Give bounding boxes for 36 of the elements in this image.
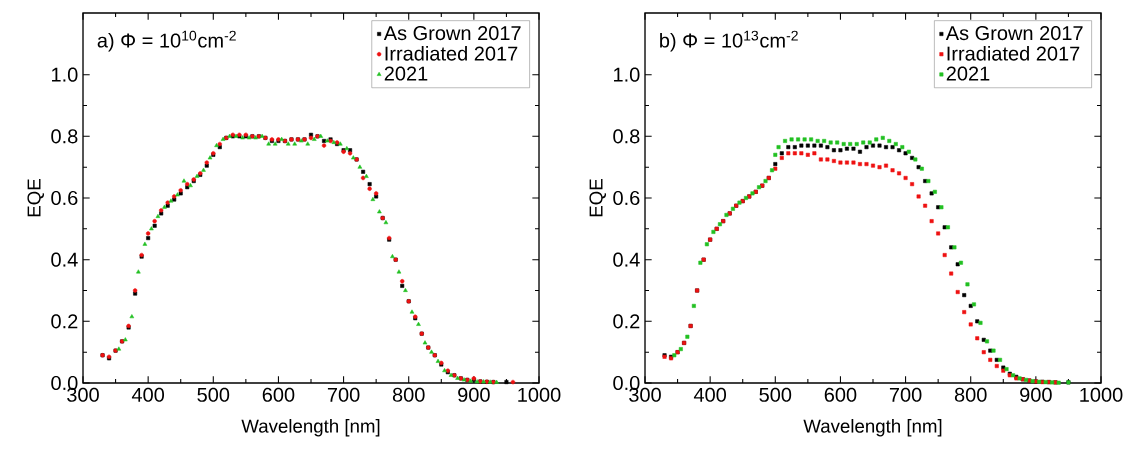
x-tick-label: 800 bbox=[392, 387, 425, 402]
y-tick-label: 0.2 bbox=[51, 314, 78, 329]
y-tick-label: 0.4 bbox=[51, 252, 78, 267]
legend-label: As Grown 2017 bbox=[945, 26, 1083, 41]
x-tick-label: 600 bbox=[262, 387, 295, 402]
x-tick-label: 1000 bbox=[1080, 387, 1123, 402]
x-tick-label: 800 bbox=[954, 387, 987, 402]
x-tick-label: 1000 bbox=[518, 387, 561, 402]
y-tick-label: 0.6 bbox=[51, 190, 78, 206]
x-tick-label: 400 bbox=[693, 387, 727, 402]
x-tick-label: 400 bbox=[131, 387, 165, 402]
y-tick-label: 0.2 bbox=[613, 314, 640, 329]
y-tick-label: 0.6 bbox=[613, 190, 640, 206]
x-tick-label: 500 bbox=[197, 387, 230, 402]
y-axis-title: EQE bbox=[27, 179, 45, 217]
annotation: a) Φ = 10$^{10}$cm$^{-2}$ bbox=[97, 30, 236, 52]
x-tick-label: 500 bbox=[759, 387, 792, 402]
x-tick-label: 900 bbox=[1020, 387, 1052, 402]
y-tick-label: 1.0 bbox=[52, 67, 78, 82]
legend-label: Irradiated 2017 bbox=[947, 45, 1080, 61]
legend-label: Irradiated 2017 bbox=[385, 45, 518, 61]
legend-label: As Grown 2017 bbox=[383, 26, 521, 41]
y-tick-label: 1.0 bbox=[614, 67, 640, 82]
y-tick-label: 0.4 bbox=[613, 252, 640, 267]
x-axis-title: Wavelength [nm] bbox=[241, 419, 380, 437]
legend-label: 2021 bbox=[946, 66, 990, 81]
legend-label: 2021 bbox=[384, 66, 428, 81]
x-tick-label: 700 bbox=[327, 387, 360, 402]
x-tick-label: 900 bbox=[458, 387, 490, 402]
y-tick-label: 0.8 bbox=[51, 129, 78, 144]
y-tick-label: 0.8 bbox=[613, 129, 640, 144]
x-tick-label: 600 bbox=[824, 387, 857, 402]
x-tick-label: 700 bbox=[889, 387, 922, 402]
x-axis-title: Wavelength [nm] bbox=[803, 419, 942, 437]
y-axis-title: EQE bbox=[589, 179, 607, 217]
annotation: b) Φ = 10$^{13}$cm$^{-2}$ bbox=[660, 30, 798, 52]
